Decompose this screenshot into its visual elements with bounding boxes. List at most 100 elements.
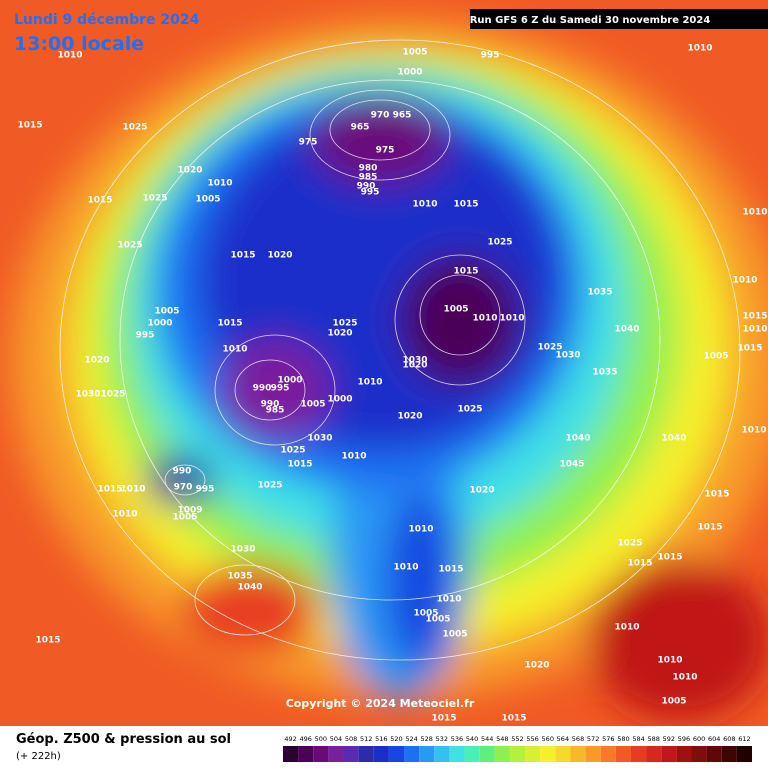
isobar-label: 1010 [341,452,366,462]
scale-swatch [404,746,420,762]
isobar-label: 970 [371,111,390,121]
scale-swatch [358,746,374,762]
isobar-label: 1020 [267,251,292,261]
isobar-label: 1005 [703,352,728,362]
isobar-label: 1025 [537,343,562,353]
isobar-label: 1020 [397,412,422,422]
isobar-label: 1010 [408,525,433,535]
isobar-label: 1015 [35,636,60,646]
scale-swatch [313,746,329,762]
isobar-label: 1000 [327,395,352,405]
scale-label: 512 [360,735,372,743]
isobar-label: 1015 [627,559,652,569]
isobar-label: 975 [299,138,318,148]
isobar-label: 1005 [443,305,468,315]
scale-swatch [283,746,299,762]
isobar-label: 1005 [402,48,427,58]
isobar-label: 990 [357,182,376,192]
isobar-label: 975 [376,146,395,156]
scale-swatch [630,746,647,762]
scale-label: 500 [315,735,327,743]
scale-swatch [555,746,571,762]
scale-label: 560 [542,735,554,743]
scale-swatch [494,746,510,762]
isobar-label: 1025 [117,241,142,251]
scale-label: 600 [693,735,705,743]
isobar-label: 965 [351,123,370,133]
scale-swatch [434,746,450,762]
isobar-label: 1005 [154,307,179,317]
lead-time: (+ 222h) [16,751,61,762]
isobar-label: 1030 [230,545,255,555]
scale-swatch [449,746,465,762]
scale-label: 548 [496,735,508,743]
scale-label: 592 [663,735,675,743]
isobar-label: 1015 [697,523,722,533]
scale-label: 584 [632,735,644,743]
scale-label: 588 [647,735,659,743]
isobar-label: 1020 [84,356,109,366]
scale-swatch [691,746,707,762]
scale-swatch [540,746,556,762]
isobar-label: 1010 [657,656,682,666]
isobar-label: 1005 [172,513,197,523]
isobar-label: 1035 [227,572,252,582]
isobar-label: 1020 [524,661,549,671]
scale-swatch [328,746,344,762]
isobar-label: 1025 [332,319,357,329]
isobar-label: 1025 [487,238,512,248]
scale-label: 564 [557,735,569,743]
isobar-label: 1040 [614,325,639,335]
scale-swatch [646,746,662,762]
isobar-label: 1005 [425,615,450,625]
isobar-label: 1010 [499,314,524,324]
isobar-label: 1030 [555,351,580,361]
isobar-label: 1010 [222,345,247,355]
isobar-label: 1030 [307,434,332,444]
scale-swatch [615,746,631,762]
scale-label: 536 [451,735,463,743]
isobar-label: 1000 [147,319,172,329]
scale-swatch [721,746,737,762]
isobar-label: 1015 [657,553,682,563]
isobar-label: 1010 [393,563,418,573]
isobar-label: 1015 [501,714,526,724]
isobar-label: 1015 [453,200,478,210]
scale-swatch [706,746,722,762]
isobar-label: 1005 [195,195,220,205]
scale-label: 544 [481,735,493,743]
isobar-label: 1025 [257,481,282,491]
isobar-label: 1025 [142,194,167,204]
isobar-label: 1010 [672,673,697,683]
isobar-label: 1015 [431,714,456,724]
time: 13:00 locale [14,33,144,55]
isobar-label: 970 [174,483,193,493]
scale-label: 532 [436,735,448,743]
isobar-label: 1015 [737,344,762,354]
isobar-label: 985 [266,406,285,416]
scale-label: 556 [526,735,538,743]
scale-label: 540 [466,735,478,743]
isobar-label: 1010 [412,200,437,210]
isobar-label: 990 [253,384,272,394]
geopotential-field [0,0,768,726]
isobar-label: 1005 [661,697,686,707]
scale-label: 576 [602,735,614,743]
isobar-label: 995 [196,485,215,495]
isobar-label: 1009 [177,506,202,516]
isobar-label: 1030 [75,390,100,400]
isobar-label: 1025 [100,390,125,400]
isobar-label: 995 [136,331,155,341]
isobar-label: 965 [393,111,412,121]
isobar-label: 1040 [237,583,262,593]
isobar-label: 1015 [97,485,122,495]
isobar-label: 1010 [207,179,232,189]
isobar-label: 1010 [614,623,639,633]
isobar-label: 980 [359,164,378,174]
isobar-label: 1005 [413,609,438,619]
scale-swatch [570,746,586,762]
footer-title: Géop. Z500 & pression au sol [16,732,231,747]
isobar-label: 1025 [617,539,642,549]
